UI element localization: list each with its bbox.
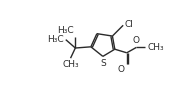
Text: H₃C: H₃C — [58, 26, 74, 35]
Text: S: S — [100, 59, 106, 68]
Text: CH₃: CH₃ — [147, 43, 164, 52]
Text: Cl: Cl — [125, 20, 134, 29]
Text: H₃C: H₃C — [47, 35, 64, 44]
Text: O: O — [133, 36, 140, 45]
Text: O: O — [118, 65, 125, 74]
Text: CH₃: CH₃ — [62, 60, 79, 69]
